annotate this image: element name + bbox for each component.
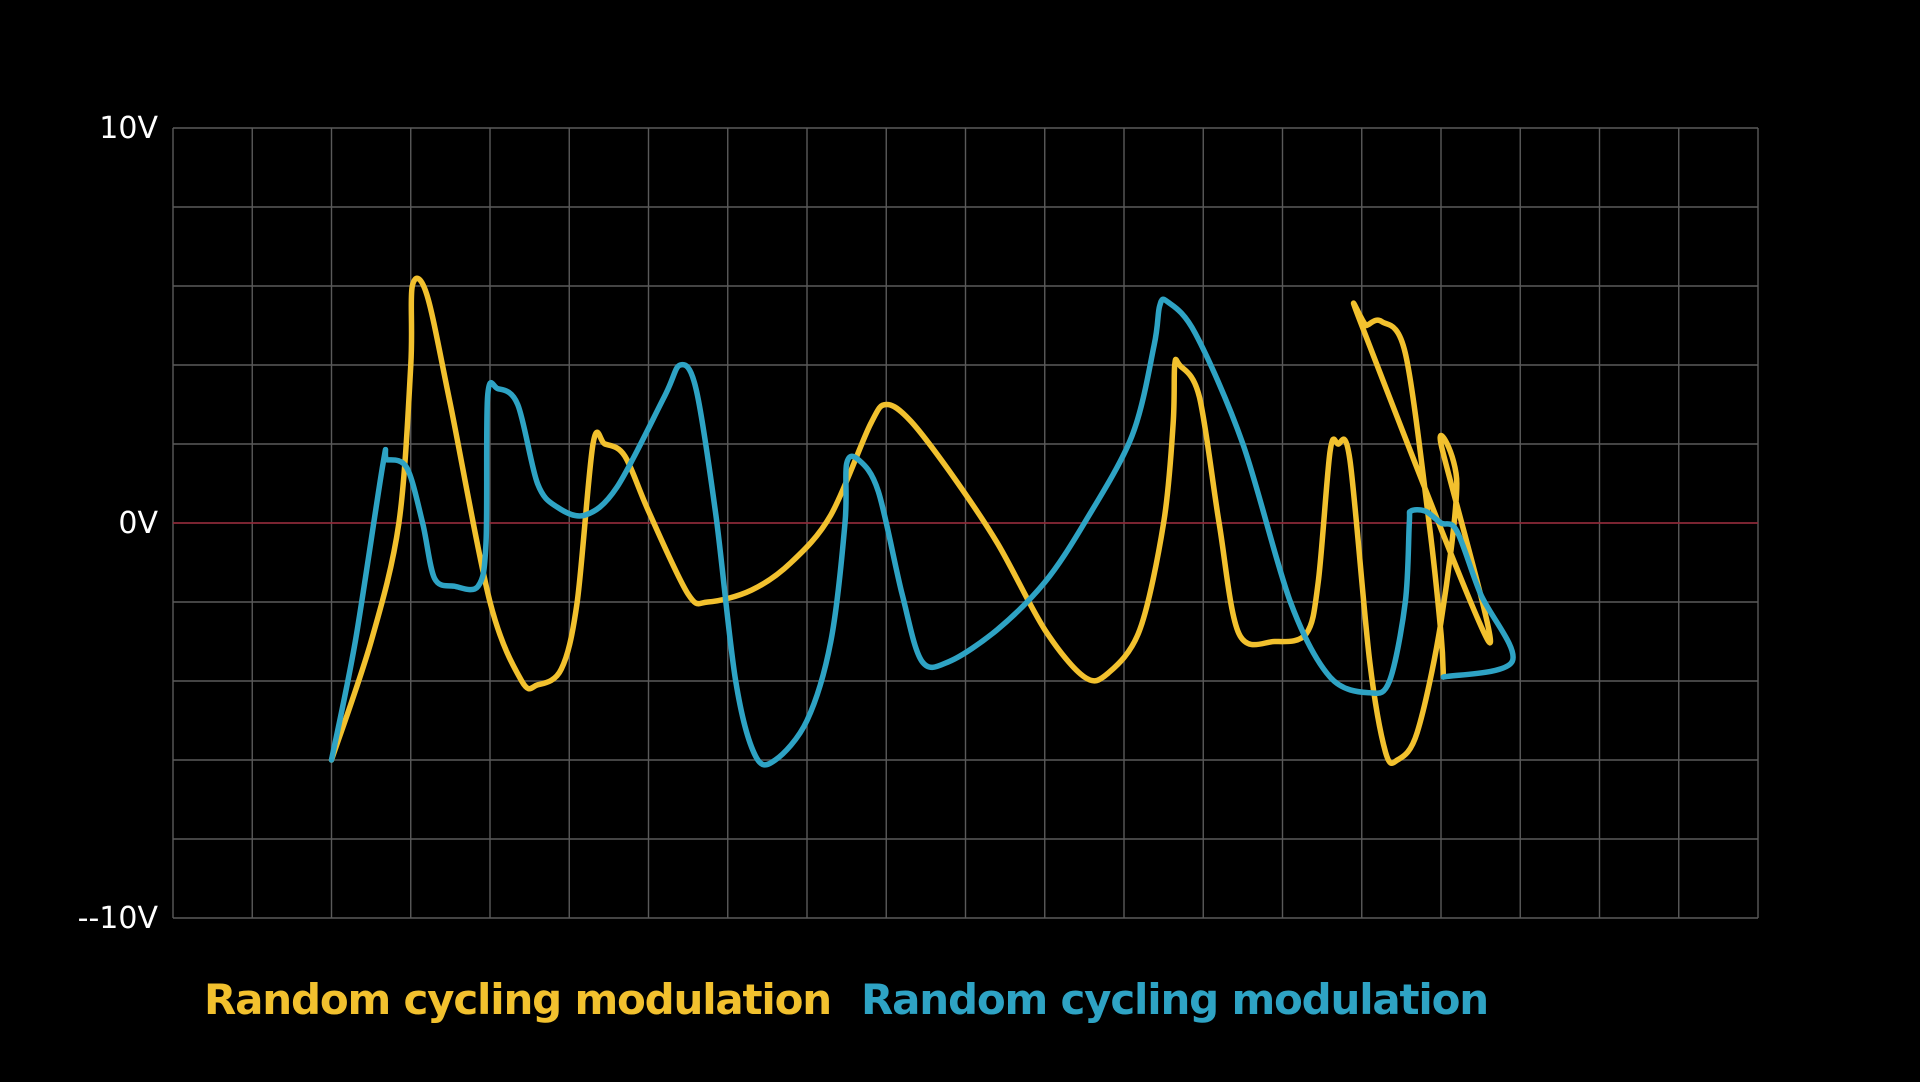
y-tick-label: 0V — [118, 506, 158, 541]
legend-series-1: Random cycling modulation — [204, 975, 832, 1024]
legend-series-2: Random cycling modulation — [861, 975, 1489, 1024]
series-line-2 — [328, 296, 1516, 768]
legend: Random cycling modulation Random cycling… — [204, 975, 1489, 1024]
series-line-1 — [328, 275, 1494, 766]
y-tick-label: 10V — [99, 111, 158, 146]
y-tick-label: --10V — [78, 901, 159, 936]
